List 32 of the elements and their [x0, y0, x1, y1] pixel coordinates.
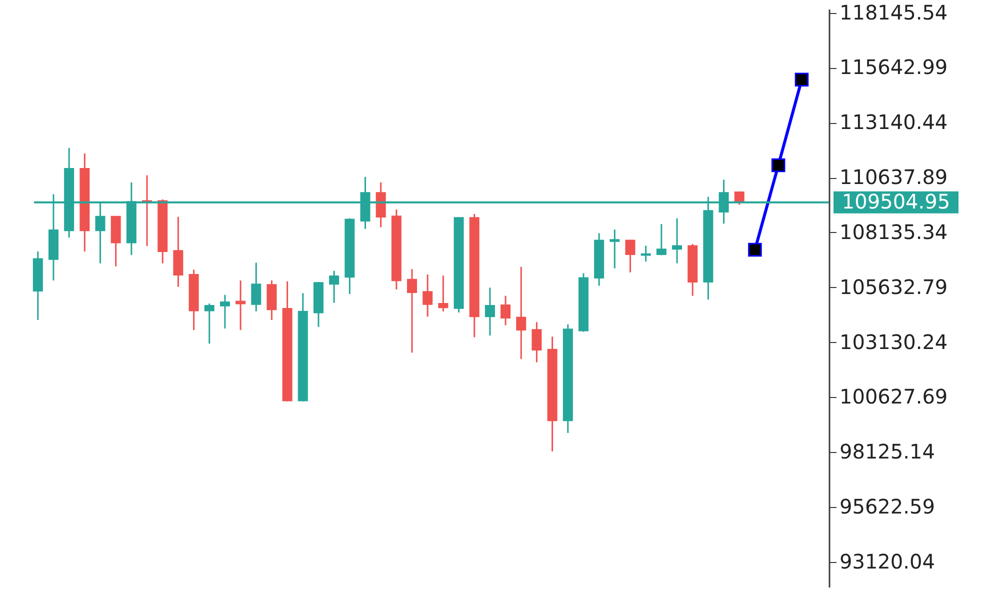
ref-line-label: 109504.95 [842, 189, 950, 214]
candlestick [484, 286, 495, 336]
candlestick [672, 218, 682, 264]
y-tick-label: 108135.34 [840, 220, 948, 244]
y-tick-label: 103130.24 [840, 330, 948, 354]
candlestick [516, 266, 526, 360]
candlestick [640, 245, 651, 262]
y-tick-label: 93120.04 [840, 549, 935, 574]
y-tick-label: 105632.79 [840, 274, 948, 299]
y-tick-label: 98125.14 [840, 440, 935, 464]
candlestick [500, 295, 511, 326]
y-tick-label: 113140.44 [840, 110, 948, 134]
candlestick [329, 270, 340, 304]
candlestick [204, 302, 214, 344]
y-tick-label: 100627.69 [840, 384, 948, 409]
point [771, 158, 786, 172]
point [794, 72, 809, 87]
y-tick-label: 118145.54 [840, 0, 948, 24]
y-tick-label: 115642.99 [840, 55, 948, 80]
candlestick [656, 223, 666, 256]
candlestick [236, 280, 246, 331]
candlestick [251, 262, 262, 312]
candlestick [532, 321, 542, 364]
candlestick [438, 274, 448, 312]
candlestick [625, 239, 636, 274]
candlestick [407, 268, 418, 354]
point [748, 242, 762, 257]
candlestick [610, 228, 620, 270]
candlestick [422, 274, 433, 318]
y-tick-label: 110637.89 [840, 165, 948, 190]
y-tick-label: 95622.59 [840, 494, 935, 519]
candlestick [220, 294, 230, 330]
